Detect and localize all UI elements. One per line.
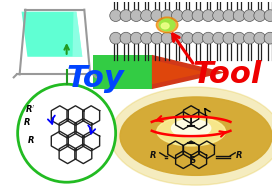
- Circle shape: [254, 10, 265, 22]
- Text: ·': ·': [31, 104, 35, 109]
- Text: S: S: [189, 156, 195, 165]
- Circle shape: [151, 10, 163, 22]
- Circle shape: [254, 32, 265, 44]
- Ellipse shape: [156, 17, 178, 33]
- Circle shape: [264, 10, 276, 22]
- Ellipse shape: [120, 97, 272, 175]
- Circle shape: [161, 10, 173, 22]
- Circle shape: [110, 32, 121, 44]
- Text: R: R: [236, 151, 243, 160]
- Circle shape: [141, 32, 152, 44]
- Circle shape: [202, 10, 214, 22]
- Circle shape: [244, 32, 255, 44]
- Circle shape: [130, 10, 142, 22]
- Circle shape: [213, 32, 224, 44]
- Circle shape: [213, 10, 224, 22]
- Circle shape: [151, 32, 163, 44]
- Circle shape: [18, 84, 116, 182]
- Polygon shape: [93, 55, 152, 89]
- Text: R: R: [150, 151, 157, 160]
- Circle shape: [182, 32, 193, 44]
- Text: Toy: Toy: [67, 64, 124, 93]
- Circle shape: [182, 10, 193, 22]
- Circle shape: [172, 10, 183, 22]
- Text: R: R: [26, 105, 32, 114]
- Text: R: R: [24, 118, 30, 127]
- Ellipse shape: [110, 87, 278, 185]
- Polygon shape: [73, 12, 82, 57]
- Circle shape: [192, 10, 204, 22]
- Circle shape: [120, 32, 132, 44]
- Circle shape: [172, 32, 183, 44]
- Text: Tool: Tool: [192, 60, 262, 89]
- Circle shape: [233, 10, 245, 22]
- Text: R: R: [28, 136, 34, 145]
- Ellipse shape: [157, 117, 225, 146]
- Circle shape: [161, 32, 173, 44]
- Circle shape: [130, 32, 142, 44]
- Circle shape: [223, 32, 235, 44]
- Ellipse shape: [161, 23, 169, 29]
- Ellipse shape: [172, 119, 211, 137]
- Circle shape: [233, 32, 245, 44]
- Polygon shape: [152, 60, 206, 84]
- Circle shape: [202, 32, 214, 44]
- Circle shape: [120, 10, 132, 22]
- Ellipse shape: [159, 19, 175, 31]
- Circle shape: [110, 10, 121, 22]
- Circle shape: [141, 10, 152, 22]
- Polygon shape: [152, 55, 225, 89]
- Circle shape: [244, 10, 255, 22]
- Polygon shape: [22, 12, 82, 57]
- Circle shape: [264, 32, 276, 44]
- Circle shape: [223, 10, 235, 22]
- Circle shape: [192, 32, 204, 44]
